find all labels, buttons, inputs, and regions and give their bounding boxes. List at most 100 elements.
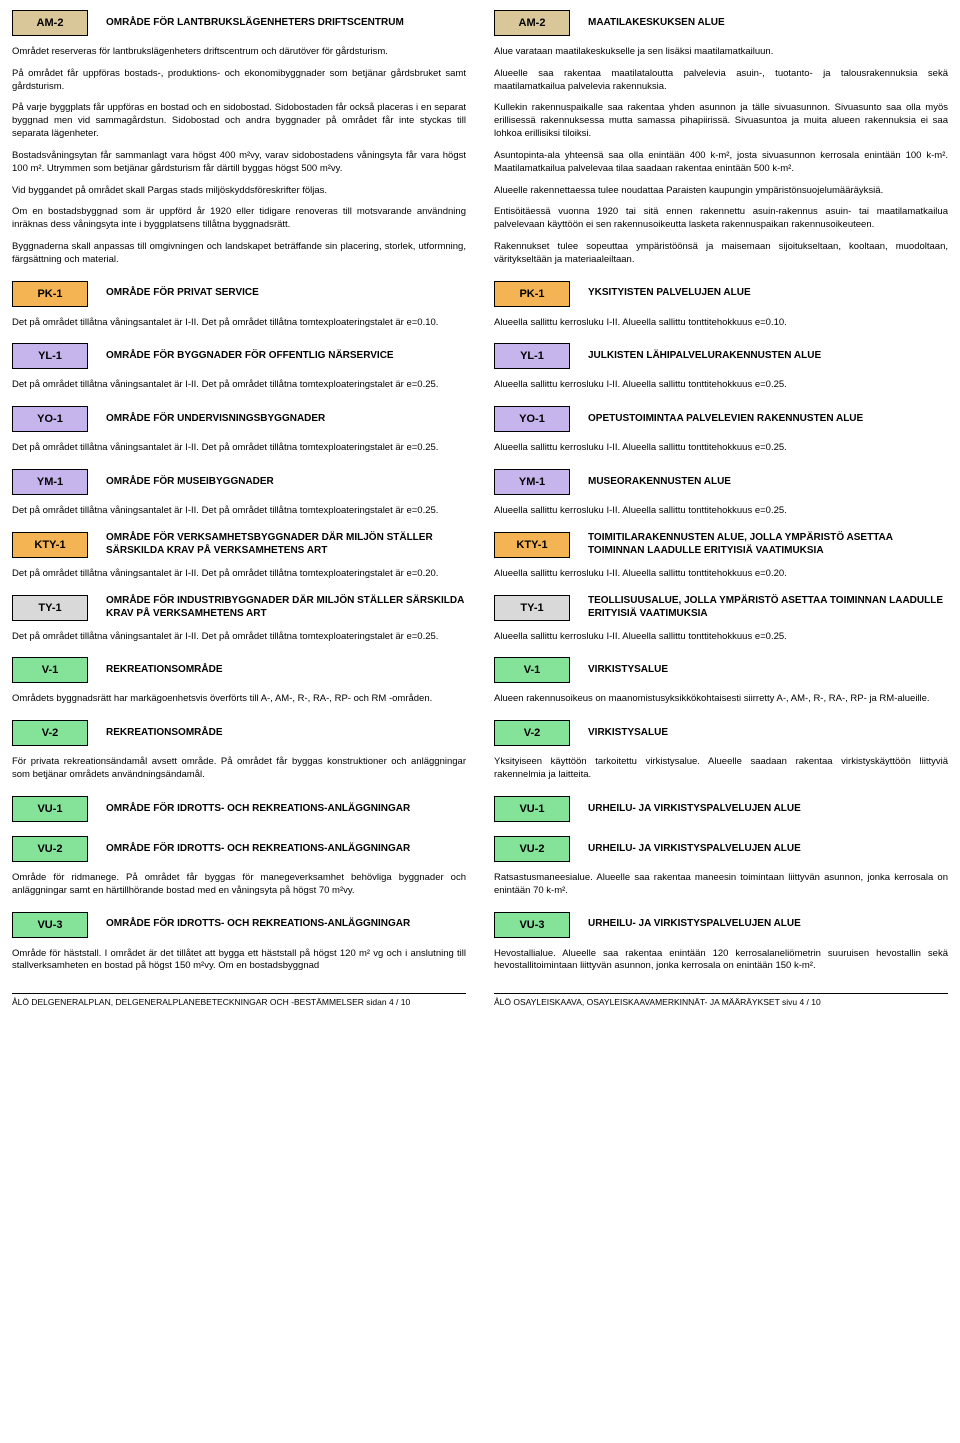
zoning-section-ty-1: TY-1 OMRÅDE FÖR INDUSTRIBYGGNADER DÄR MIL… bbox=[12, 595, 466, 644]
section-header: TY-1 TEOLLISUUSALUE, JOLLA YMPÄRISTÖ ASET… bbox=[494, 595, 948, 621]
description-paragraph: Ratsastusmaneesialue. Alueelle saa raken… bbox=[494, 872, 948, 898]
code-badge: VU-3 bbox=[494, 912, 570, 938]
zoning-section-pk-1: PK-1OMRÅDE FÖR PRIVAT SERVICEDet på områ… bbox=[12, 281, 466, 330]
zoning-section-vu-2: VU-2OMRÅDE FÖR IDROTTS- OCH REKREATIONS-… bbox=[12, 836, 466, 898]
description-paragraph: Alueella sallittu kerrosluku I-II. Aluee… bbox=[494, 631, 948, 644]
section-title: MUSEORAKENNUSTEN ALUE bbox=[588, 476, 731, 489]
section-header: VU-3 URHEILU- JA VIRKISTYSPALVELUJEN ALUE bbox=[494, 912, 948, 938]
description-paragraph: Alueen rakennusoikeus on maanomistusyksi… bbox=[494, 693, 948, 706]
section-title: VIRKISTYSALUE bbox=[588, 727, 668, 740]
section-title: OMRÅDE FÖR PRIVAT SERVICE bbox=[106, 287, 259, 300]
code-badge: PK-1 bbox=[12, 281, 88, 307]
section-header: PK-1 YKSITYISTEN PALVELUJEN ALUE bbox=[494, 281, 948, 307]
code-badge: KTY-1 bbox=[12, 532, 88, 558]
code-badge: PK-1 bbox=[494, 281, 570, 307]
code-badge: TY-1 bbox=[12, 595, 88, 621]
description-paragraph: Asuntopinta-ala yhteensä saa olla enintä… bbox=[494, 150, 948, 176]
zoning-section-yl-1: YL-1OMRÅDE FÖR BYGGNADER FÖR OFFENTLIG N… bbox=[12, 343, 466, 392]
code-badge: YM-1 bbox=[12, 469, 88, 495]
description-paragraph: För privata rekreationsändamål avsett om… bbox=[12, 756, 466, 782]
section-title: OMRÅDE FÖR UNDERVISNINGSBYGGNADER bbox=[106, 413, 325, 426]
section-title: URHEILU- JA VIRKISTYSPALVELUJEN ALUE bbox=[588, 918, 801, 931]
section-header: YL-1OMRÅDE FÖR BYGGNADER FÖR OFFENTLIG N… bbox=[12, 343, 466, 369]
code-badge: V-2 bbox=[12, 720, 88, 746]
code-badge: VU-2 bbox=[494, 836, 570, 862]
zoning-section-v-2: V-2 REKREATIONSOMRÅDE För privata rekreati… bbox=[12, 720, 466, 782]
section-header: AM-2MAATILAKESKUKSEN ALUE bbox=[494, 10, 948, 36]
description-paragraph: På området får uppföras bostads-, produk… bbox=[12, 68, 466, 94]
section-header: VU-1OMRÅDE FÖR IDROTTS- OCH REKREATIONS-… bbox=[12, 796, 466, 822]
zoning-section-yo-1: YO-1OMRÅDE FÖR UNDERVISNINGSBYGGNADERDet… bbox=[12, 406, 466, 455]
description-paragraph: Yksityiseen käyttöön tarkoitettu virkist… bbox=[494, 756, 948, 782]
zoning-section-yl-1: YL-1 JULKISTEN LÄHIPALVELURAKENNUSTEN ALU… bbox=[494, 343, 948, 392]
section-title: TOIMITILARAKENNUSTEN ALUE, JOLLA YMPÄRIS… bbox=[588, 532, 948, 557]
section-header: V-1VIRKISTYSALUE bbox=[494, 657, 948, 683]
section-header: YO-1 OPETUSTOIMINTAA PALVELEVIEN RAKENNUS… bbox=[494, 406, 948, 432]
left-column: AM-2OMRÅDE FÖR LANTBRUKSLÄGENHETERS DRIF… bbox=[12, 10, 466, 987]
description-paragraph: Entisöitäessä vuonna 1920 tai sitä ennen… bbox=[494, 206, 948, 232]
zoning-section-ym-1: YM-1OMRÅDE FÖR MUSEIBYGGNADERDet på områ… bbox=[12, 469, 466, 518]
zoning-section-am-2: AM-2MAATILAKESKUKSEN ALUEAlue varataan m… bbox=[494, 10, 948, 267]
code-badge: YM-1 bbox=[494, 469, 570, 495]
section-header: V-2 VIRKISTYSALUE bbox=[494, 720, 948, 746]
description-paragraph: Det på området tillåtna våningsantalet ä… bbox=[12, 568, 466, 581]
description-paragraph: Det på området tillåtna våningsantalet ä… bbox=[12, 631, 466, 644]
description-paragraph: Område för ridmanege. På området får byg… bbox=[12, 872, 466, 898]
section-title: MAATILAKESKUKSEN ALUE bbox=[588, 17, 725, 30]
section-header: PK-1 OMRÅDE FÖR PRIVAT SERVICE bbox=[12, 281, 466, 307]
footer-right: ÅLÖ OSAYLEISKAAVA, OSAYLEISKAAVAMERKINNÄ… bbox=[494, 993, 948, 1007]
section-header: YM-1 MUSEORAKENNUSTEN ALUE bbox=[494, 469, 948, 495]
section-header: AM-2OMRÅDE FÖR LANTBRUKSLÄGENHETERS DRIF… bbox=[12, 10, 466, 36]
code-badge: V-2 bbox=[494, 720, 570, 746]
section-title: REKREATIONSOMRÅDE bbox=[106, 727, 222, 740]
section-header: KTY-1 OMRÅDE FÖR VERKSAMHETSBYGGNADER DÄR… bbox=[12, 532, 466, 558]
zoning-section-kty-1: KTY-1 TOIMITILARAKENNUSTEN ALUE, JOLLA YM… bbox=[494, 532, 948, 581]
section-title: OMRÅDE FÖR VERKSAMHETSBYGGNADER DÄR MILJ… bbox=[106, 532, 466, 557]
code-badge: YL-1 bbox=[12, 343, 88, 369]
right-column: AM-2MAATILAKESKUKSEN ALUEAlue varataan m… bbox=[494, 10, 948, 987]
section-header: YM-1OMRÅDE FÖR MUSEIBYGGNADER bbox=[12, 469, 466, 495]
description-paragraph: Kullekin rakennuspaikalle saa rakentaa y… bbox=[494, 102, 948, 140]
section-title: URHEILU- JA VIRKISTYSPALVELUJEN ALUE bbox=[588, 843, 801, 856]
description-paragraph: Byggnaderna skall anpassas till omgivnin… bbox=[12, 241, 466, 267]
section-title: TEOLLISUUSALUE, JOLLA YMPÄRISTÖ ASETTAA … bbox=[588, 595, 948, 620]
section-header: VU-2 URHEILU- JA VIRKISTYSPALVELUJEN ALUE bbox=[494, 836, 948, 862]
code-badge: YL-1 bbox=[494, 343, 570, 369]
description-paragraph: Hevostallialue. Alueelle saa rakentaa en… bbox=[494, 948, 948, 974]
description-paragraph: Vid byggandet på området skall Pargas st… bbox=[12, 185, 466, 198]
description-paragraph: Områdets byggnadsrätt har markägoenhetsv… bbox=[12, 693, 466, 706]
zoning-section-am-2: AM-2OMRÅDE FÖR LANTBRUKSLÄGENHETERS DRIF… bbox=[12, 10, 466, 267]
zoning-section-vu-2: VU-2 URHEILU- JA VIRKISTYSPALVELUJEN ALUE… bbox=[494, 836, 948, 898]
zoning-section-vu-1: VU-1URHEILU- JA VIRKISTYSPALVELUJEN ALUE bbox=[494, 796, 948, 822]
section-header: V-2 REKREATIONSOMRÅDE bbox=[12, 720, 466, 746]
section-header: KTY-1 TOIMITILARAKENNUSTEN ALUE, JOLLA YM… bbox=[494, 532, 948, 558]
code-badge: YO-1 bbox=[12, 406, 88, 432]
description-paragraph: Alueelle saa rakentaa maatilataloutta pa… bbox=[494, 68, 948, 94]
section-title: OMRÅDE FÖR IDROTTS- OCH REKREATIONS-ANLÄ… bbox=[106, 803, 410, 816]
code-badge: KTY-1 bbox=[494, 532, 570, 558]
section-title: YKSITYISTEN PALVELUJEN ALUE bbox=[588, 287, 751, 300]
zoning-section-pk-1: PK-1 YKSITYISTEN PALVELUJEN ALUE Alueella … bbox=[494, 281, 948, 330]
section-title: OPETUSTOIMINTAA PALVELEVIEN RAKENNUSTEN … bbox=[588, 413, 863, 426]
section-title: OMRÅDE FÖR IDROTTS- OCH REKREATIONS-ANLÄ… bbox=[106, 918, 410, 931]
section-title: OMRÅDE FÖR INDUSTRIBYGGNADER DÄR MILJÖN … bbox=[106, 595, 466, 620]
section-title: JULKISTEN LÄHIPALVELURAKENNUSTEN ALUE bbox=[588, 350, 821, 363]
description-paragraph: Alueella sallittu kerrosluku I-II. Aluee… bbox=[494, 379, 948, 392]
zoning-section-vu-3: VU-3OMRÅDE FÖR IDROTTS- OCH REKREATIONS-… bbox=[12, 912, 466, 974]
zoning-section-v-2: V-2 VIRKISTYSALUE Yksityiseen käyttöön tar… bbox=[494, 720, 948, 782]
description-paragraph: På varje byggplats får uppföras en bosta… bbox=[12, 102, 466, 140]
zoning-section-v-1: V-1VIRKISTYSALUE Alueen rakennusoikeus on… bbox=[494, 657, 948, 706]
zoning-section-vu-1: VU-1OMRÅDE FÖR IDROTTS- OCH REKREATIONS-… bbox=[12, 796, 466, 822]
description-paragraph: Området reserveras för lantbrukslägenhet… bbox=[12, 46, 466, 59]
footer-left: ÅLÖ DELGENERALPLAN, DELGENERALPLANEBETEC… bbox=[12, 993, 466, 1007]
code-badge: YO-1 bbox=[494, 406, 570, 432]
description-paragraph: Alueella sallittu kerrosluku I-II. Aluee… bbox=[494, 505, 948, 518]
zoning-section-ty-1: TY-1 TEOLLISUUSALUE, JOLLA YMPÄRISTÖ ASET… bbox=[494, 595, 948, 644]
description-paragraph: Rakennukset tulee sopeuttaa ympäristööns… bbox=[494, 241, 948, 267]
section-header: VU-2OMRÅDE FÖR IDROTTS- OCH REKREATIONS-… bbox=[12, 836, 466, 862]
description-paragraph: Om en bostadsbyggnad som är uppförd år 1… bbox=[12, 206, 466, 232]
zoning-section-ym-1: YM-1 MUSEORAKENNUSTEN ALUE Alueella sallit… bbox=[494, 469, 948, 518]
description-paragraph: Alueella sallittu kerrosluku I-II. Aluee… bbox=[494, 317, 948, 330]
code-badge: TY-1 bbox=[494, 595, 570, 621]
code-badge: V-1 bbox=[12, 657, 88, 683]
